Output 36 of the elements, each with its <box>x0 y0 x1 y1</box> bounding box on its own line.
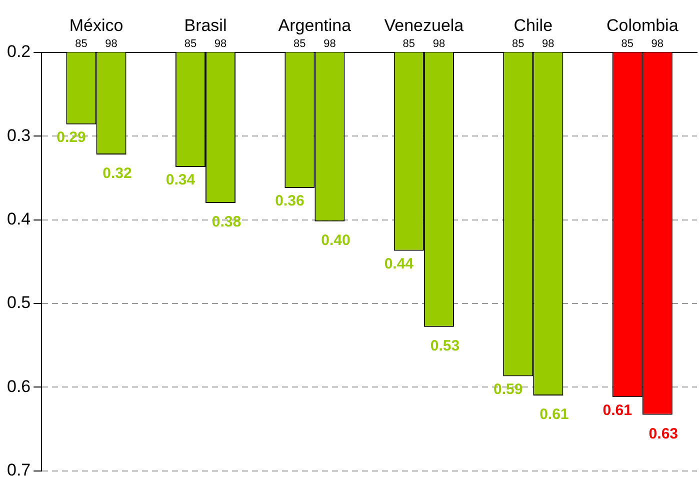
x-tick-label: Venezuela <box>384 16 464 35</box>
x-tick-label: Argentina <box>278 16 352 35</box>
series-label: 98 <box>214 38 227 50</box>
data-label: 0.44 <box>384 255 414 272</box>
y-tick-label: 0.2 <box>6 42 31 62</box>
x-tick-label: Chile <box>514 16 553 35</box>
y-tick-label: 0.3 <box>6 126 31 145</box>
data-label: 0.29 <box>56 129 86 146</box>
text: 98 <box>105 38 118 50</box>
text: 85 <box>75 38 88 50</box>
data-label: 0.59 <box>494 380 523 398</box>
data-label: 0.32 <box>102 165 132 182</box>
text: 85 <box>621 38 634 50</box>
y-tick-label: 0.6 <box>6 376 31 396</box>
data-label: 0.61 <box>602 402 632 419</box>
data-label: 0.53 <box>430 338 460 355</box>
data-label: 0.34 <box>166 172 196 189</box>
text: 98 <box>542 38 554 50</box>
data-label: 0.36 <box>275 192 304 210</box>
x-tick-label: Brasil <box>184 16 227 35</box>
series-label: 85 <box>294 38 306 50</box>
data-label: 0.38 <box>212 214 242 231</box>
text: 98 <box>651 38 664 50</box>
text: 98 <box>324 38 336 50</box>
data-label: 0.61 <box>540 406 569 424</box>
data-label: 0.40 <box>321 232 350 250</box>
y-tick-label: 0.4 <box>6 209 31 228</box>
y-tick-label: 0.7 <box>6 460 31 480</box>
text: 98 <box>432 38 446 50</box>
text: 85 <box>184 38 197 50</box>
text: 85 <box>402 38 416 50</box>
x-tick-label: México <box>69 16 124 35</box>
y-tick-label: 0.5 <box>6 293 31 312</box>
text: 85 <box>512 38 524 50</box>
x-tick-label: Colombia <box>606 16 679 35</box>
data-label: 0.63 <box>648 425 678 442</box>
